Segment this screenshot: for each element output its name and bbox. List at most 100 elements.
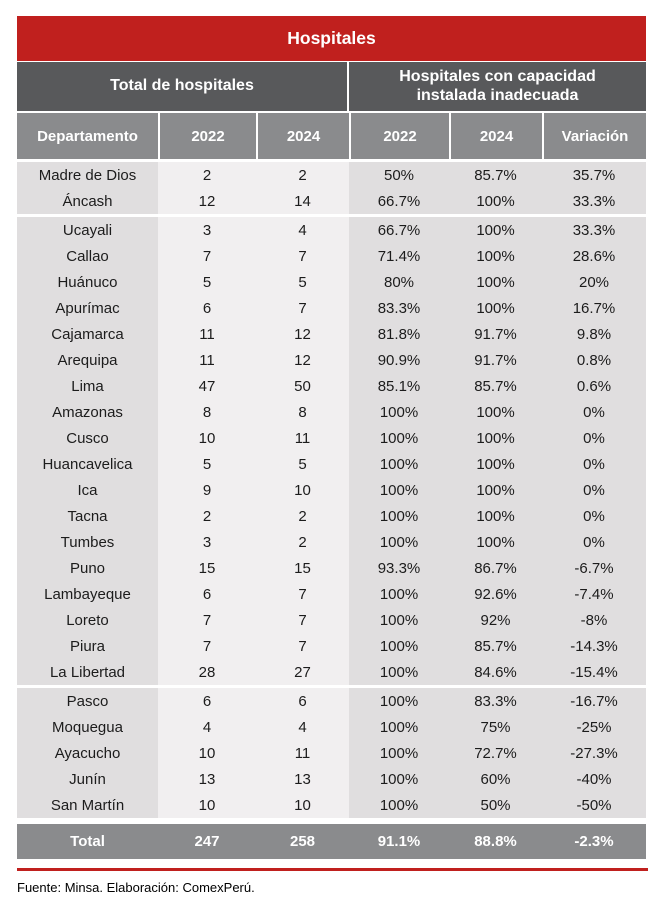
cell-inad-2022: 100%: [349, 425, 449, 451]
col-header-departamento: Departamento: [17, 113, 158, 159]
cell-total-2022: 6: [158, 688, 256, 714]
cell-inad-2022: 71.4%: [349, 243, 449, 269]
cell-inad-2024: 84.6%: [449, 659, 542, 685]
cell-inad-2024: 86.7%: [449, 555, 542, 581]
group-header-total: Total de hospitales: [17, 62, 347, 111]
cell-variacion: -16.7%: [542, 688, 646, 714]
cell-total-2024: 7: [256, 581, 349, 607]
cell-inad-2022: 100%: [349, 477, 449, 503]
cell-inad-2024: 100%: [449, 188, 542, 214]
cell-inad-2022: 100%: [349, 740, 449, 766]
cell-inad-2024: 85.7%: [449, 373, 542, 399]
table-row: Loreto 7 7 100% 92% -8%: [17, 607, 646, 633]
cell-departamento: La Libertad: [17, 659, 158, 685]
cell-variacion: -25%: [542, 714, 646, 740]
cell-total-2024: 7: [256, 633, 349, 659]
table-row: Ayacucho 10 11 100% 72.7% -27.3%: [17, 740, 646, 766]
total-variacion: -2.3%: [574, 833, 614, 850]
table-row: Tumbes 3 2 100% 100% 0%: [17, 529, 646, 555]
table-row: Junín 13 13 100% 60% -40%: [17, 766, 646, 792]
cell-departamento: Huánuco: [17, 269, 158, 295]
cell-total-2022: 5: [158, 451, 256, 477]
table-row: Cusco 10 11 100% 100% 0%: [17, 425, 646, 451]
cell-departamento: Lambayeque: [17, 581, 158, 607]
cell-departamento: Pasco: [17, 688, 158, 714]
cell-inad-2022: 93.3%: [349, 555, 449, 581]
cell-variacion: 20%: [542, 269, 646, 295]
cell-total-2024: 8: [256, 399, 349, 425]
cell-departamento: Ayacucho: [17, 740, 158, 766]
cell-inad-2022: 100%: [349, 714, 449, 740]
cell-inad-2022: 100%: [349, 607, 449, 633]
cell-total-2022: 12: [158, 188, 256, 214]
cell-departamento: Ica: [17, 477, 158, 503]
table-row: La Libertad 28 27 100% 84.6% -15.4%: [17, 659, 646, 685]
cell-inad-2024: 100%: [449, 451, 542, 477]
cell-variacion: -14.3%: [542, 633, 646, 659]
table-row: Lambayeque 6 7 100% 92.6% -7.4%: [17, 581, 646, 607]
cell-departamento: Arequipa: [17, 347, 158, 373]
table-row: Huánuco 5 5 80% 100% 20%: [17, 269, 646, 295]
cell-total-2024: 7: [256, 295, 349, 321]
cell-variacion: 0%: [542, 529, 646, 555]
cell-variacion: 33.3%: [542, 217, 646, 243]
col-header-total-2024: 2024: [256, 113, 349, 159]
cell-inad-2024: 91.7%: [449, 321, 542, 347]
cell-total-2022: 28: [158, 659, 256, 685]
cell-total-2024: 4: [256, 217, 349, 243]
cell-departamento: Tumbes: [17, 529, 158, 555]
cell-inad-2022: 100%: [349, 451, 449, 477]
cell-total-2022: 11: [158, 347, 256, 373]
cell-variacion: 35.7%: [542, 162, 646, 188]
cell-inad-2022: 66.7%: [349, 217, 449, 243]
cell-total-2024: 2: [256, 503, 349, 529]
cell-inad-2024: 100%: [449, 217, 542, 243]
cell-total-2024: 27: [256, 659, 349, 685]
table-row: Moquegua 4 4 100% 75% -25%: [17, 714, 646, 740]
cell-variacion: 0.6%: [542, 373, 646, 399]
cell-inad-2022: 83.3%: [349, 295, 449, 321]
cell-total-2024: 2: [256, 162, 349, 188]
cell-departamento: Cusco: [17, 425, 158, 451]
cell-departamento: San Martín: [17, 792, 158, 818]
cell-total-2022: 3: [158, 217, 256, 243]
cell-departamento: Callao: [17, 243, 158, 269]
cell-variacion: 16.7%: [542, 295, 646, 321]
cell-total-2022: 2: [158, 162, 256, 188]
cell-total-2024: 2: [256, 529, 349, 555]
cell-total-2022: 6: [158, 295, 256, 321]
bottom-red-rule: [17, 868, 648, 871]
cell-total-2022: 11: [158, 321, 256, 347]
cell-departamento: Puno: [17, 555, 158, 581]
cell-inad-2022: 100%: [349, 581, 449, 607]
cell-variacion: -50%: [542, 792, 646, 818]
total-inad-2024: 88.8%: [474, 833, 517, 850]
cell-inad-2024: 100%: [449, 503, 542, 529]
cell-inad-2022: 50%: [349, 162, 449, 188]
table-row: Puno 15 15 93.3% 86.7% -6.7%: [17, 555, 646, 581]
cell-total-2024: 11: [256, 740, 349, 766]
cell-variacion: 0%: [542, 451, 646, 477]
cell-total-2024: 7: [256, 243, 349, 269]
table-title: Hospitales: [287, 28, 376, 48]
cell-total-2022: 8: [158, 399, 256, 425]
cell-inad-2024: 83.3%: [449, 688, 542, 714]
cell-variacion: 28.6%: [542, 243, 646, 269]
col-header-variacion: Variación: [542, 113, 646, 159]
cell-inad-2024: 75%: [449, 714, 542, 740]
cell-inad-2022: 90.9%: [349, 347, 449, 373]
total-row: Total 247 258 91.1% 88.8% -2.3%: [17, 824, 646, 859]
cell-departamento: Apurímac: [17, 295, 158, 321]
cell-departamento: Junín: [17, 766, 158, 792]
total-2022: 247: [194, 833, 220, 850]
table-row: Huancavelica 5 5 100% 100% 0%: [17, 451, 646, 477]
table-row: Madre de Dios 2 2 50% 85.7% 35.7%: [17, 162, 646, 188]
cell-inad-2024: 100%: [449, 269, 542, 295]
cell-inad-2022: 66.7%: [349, 188, 449, 214]
cell-total-2024: 50: [256, 373, 349, 399]
cell-departamento: Piura: [17, 633, 158, 659]
cell-total-2022: 9: [158, 477, 256, 503]
cell-inad-2024: 50%: [449, 792, 542, 818]
cell-total-2024: 12: [256, 321, 349, 347]
cell-total-2024: 11: [256, 425, 349, 451]
